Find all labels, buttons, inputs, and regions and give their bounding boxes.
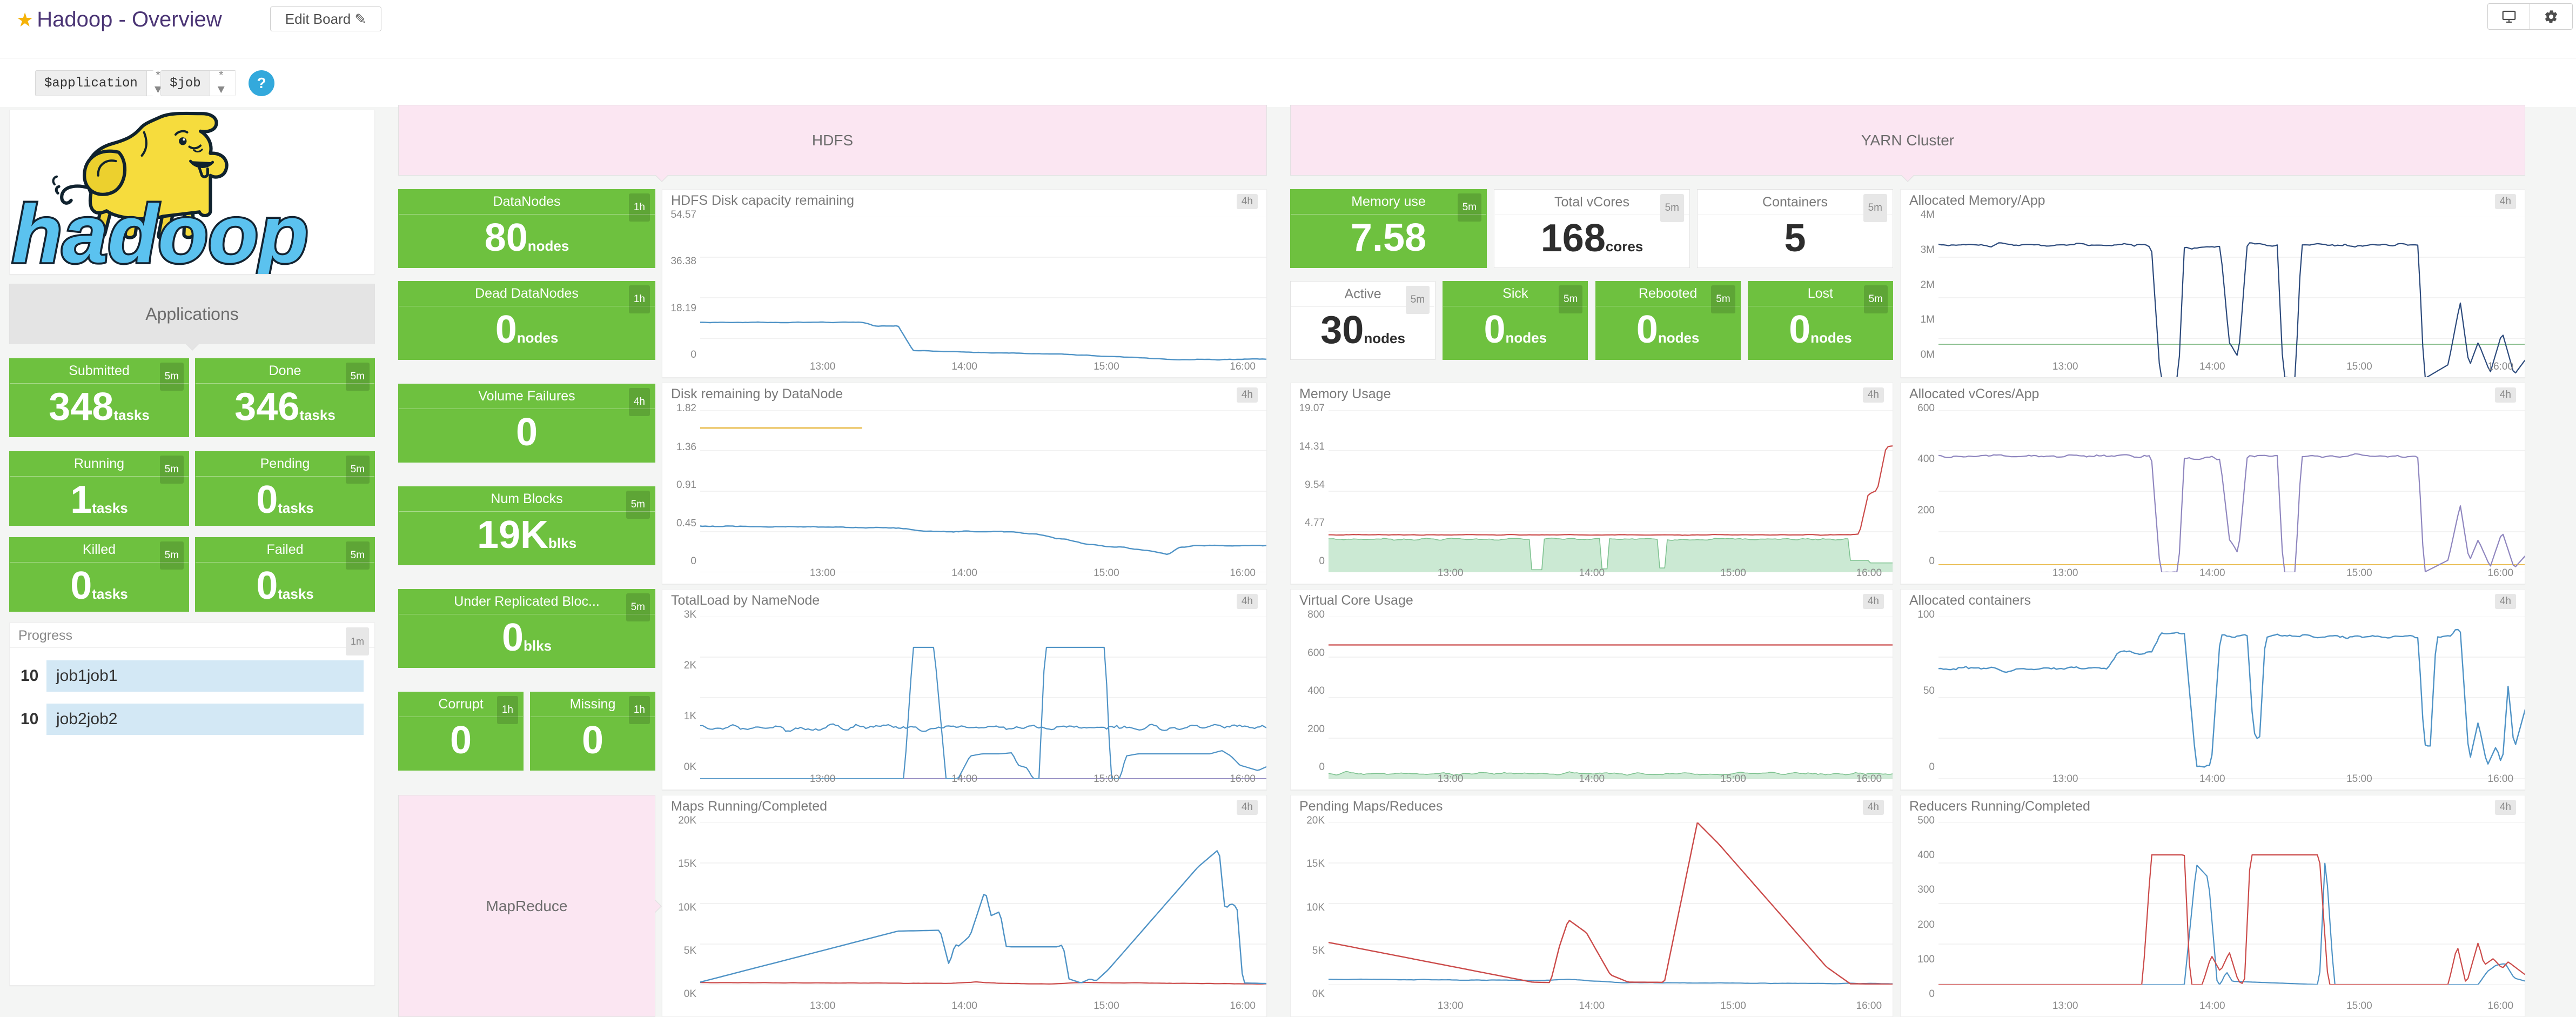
svg-text:hadoop: hadoop [12,188,308,275]
